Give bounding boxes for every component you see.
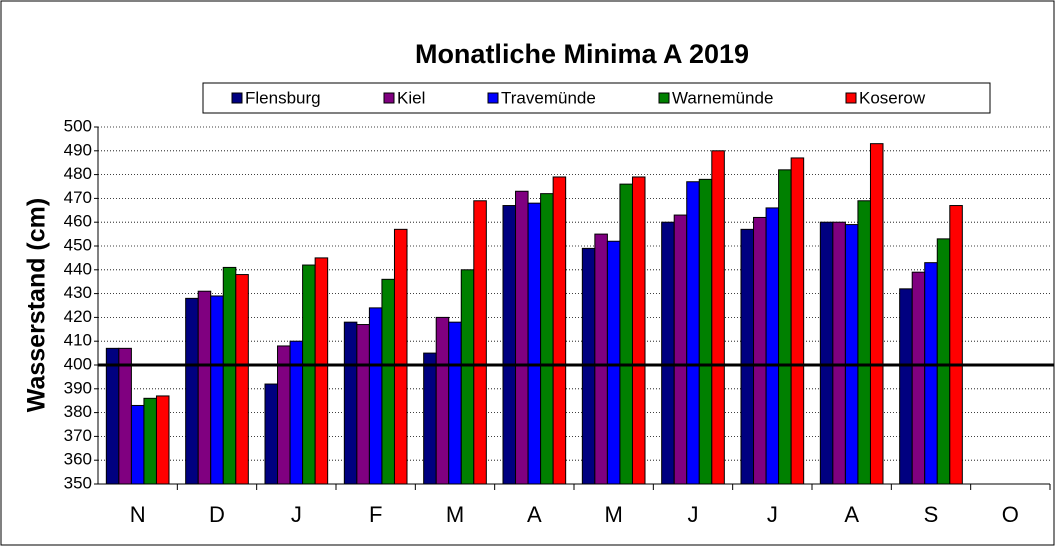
x-tick-label: J bbox=[767, 502, 778, 527]
bar bbox=[778, 169, 792, 485]
x-tick-label: J bbox=[688, 502, 699, 527]
x-tick-label: N bbox=[130, 502, 146, 527]
bar bbox=[661, 221, 675, 485]
bar bbox=[711, 150, 725, 485]
bar bbox=[857, 200, 871, 485]
x-tick-label: S bbox=[924, 502, 939, 527]
y-tick-label: 500 bbox=[64, 116, 92, 135]
bar bbox=[869, 143, 884, 485]
bar bbox=[460, 269, 475, 485]
bar bbox=[473, 200, 487, 485]
x-tick-label: O bbox=[1002, 502, 1019, 527]
bar bbox=[143, 397, 157, 485]
bar bbox=[277, 345, 291, 485]
bar bbox=[819, 221, 834, 485]
legend-label: Kiel bbox=[397, 88, 425, 107]
y-tick-label: 430 bbox=[64, 283, 92, 302]
bar bbox=[423, 352, 437, 485]
bar bbox=[740, 228, 755, 485]
bar bbox=[594, 233, 608, 485]
bar bbox=[130, 404, 145, 485]
bar bbox=[936, 238, 951, 485]
y-tick-label: 380 bbox=[64, 402, 92, 421]
legend-swatch bbox=[383, 92, 395, 104]
y-tick-label: 350 bbox=[64, 473, 92, 492]
y-tick-label: 410 bbox=[64, 331, 92, 350]
legend-label: Travemünde bbox=[501, 88, 596, 107]
bar bbox=[368, 307, 383, 485]
bar bbox=[606, 240, 621, 485]
y-tick-label: 490 bbox=[64, 140, 92, 159]
bar bbox=[924, 262, 938, 485]
bar bbox=[343, 321, 358, 485]
bar bbox=[435, 316, 450, 485]
x-tick-label: D bbox=[209, 502, 225, 527]
bar bbox=[222, 266, 237, 485]
x-tick-label: M bbox=[446, 502, 464, 527]
bar bbox=[502, 205, 517, 485]
y-tick-label: 390 bbox=[64, 378, 92, 397]
y-tick-label: 370 bbox=[64, 426, 92, 445]
bar bbox=[619, 183, 633, 485]
legend-box bbox=[202, 82, 991, 114]
bar bbox=[899, 288, 913, 485]
bar bbox=[631, 176, 646, 485]
x-tick-label: A bbox=[844, 502, 859, 527]
bar bbox=[264, 383, 279, 485]
x-tick-label: M bbox=[605, 502, 623, 527]
bar bbox=[314, 257, 329, 485]
bar bbox=[185, 297, 199, 485]
legend-swatch bbox=[658, 92, 670, 104]
legend-swatch bbox=[845, 92, 857, 104]
x-tick-label: F bbox=[369, 502, 382, 527]
x-tick-label: J bbox=[291, 502, 302, 527]
bar bbox=[235, 274, 249, 485]
bar bbox=[393, 228, 408, 485]
legend-label: Warnemünde bbox=[672, 88, 773, 107]
bar bbox=[790, 157, 805, 485]
chart-title: Monatliche Minima A 2019 bbox=[415, 39, 749, 69]
bar bbox=[302, 264, 316, 485]
legend-label: Flensburg bbox=[245, 88, 321, 107]
bar bbox=[844, 224, 859, 485]
y-tick-label: 360 bbox=[64, 450, 92, 469]
bar bbox=[197, 290, 212, 485]
y-tick-label: 450 bbox=[64, 235, 92, 254]
y-tick-label: 460 bbox=[64, 212, 92, 231]
bar bbox=[698, 178, 713, 485]
bar bbox=[753, 216, 767, 485]
bar bbox=[155, 395, 170, 485]
x-tick-label: A bbox=[527, 502, 542, 527]
y-axis-label: Wasserstand (cm) bbox=[23, 198, 51, 412]
bar bbox=[552, 176, 567, 485]
bar bbox=[118, 347, 132, 485]
bar bbox=[911, 271, 926, 485]
bar bbox=[540, 193, 554, 485]
y-tick-label: 470 bbox=[64, 188, 92, 207]
legend-label: Koserow bbox=[859, 88, 926, 107]
bar bbox=[527, 202, 542, 485]
y-tick-label: 420 bbox=[64, 307, 92, 326]
bar bbox=[448, 321, 462, 485]
bar bbox=[515, 190, 529, 485]
y-tick-label: 480 bbox=[64, 164, 92, 183]
y-tick-label: 440 bbox=[64, 259, 92, 278]
legend-swatch bbox=[231, 92, 243, 104]
bar bbox=[356, 324, 370, 485]
legend-swatch bbox=[487, 92, 499, 104]
bar bbox=[765, 207, 780, 485]
bar bbox=[832, 221, 846, 485]
bar bbox=[210, 295, 224, 485]
y-tick-label: 400 bbox=[64, 354, 92, 373]
bar bbox=[289, 340, 304, 485]
bar bbox=[381, 278, 395, 485]
bar bbox=[105, 347, 120, 485]
bar bbox=[673, 214, 688, 485]
bar bbox=[686, 181, 700, 485]
bar bbox=[949, 205, 963, 485]
